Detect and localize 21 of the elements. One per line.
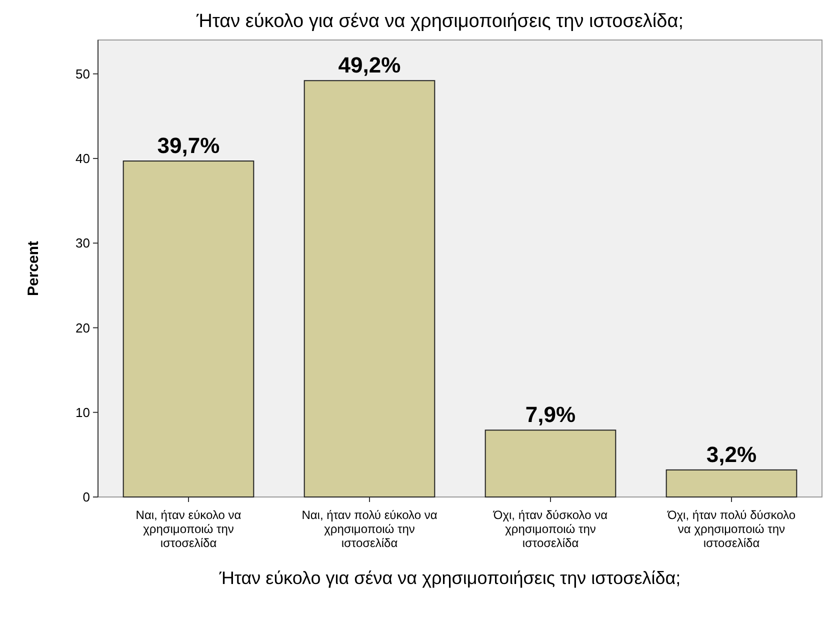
y-tick-label: 20 <box>76 320 90 336</box>
x-axis-title: Ήταν εύκολο για σένα να χρησιμοποιήσεις την ιστοσελίδα; <box>218 568 681 588</box>
data-label: 49,2% <box>338 52 401 78</box>
y-tick-label: 30 <box>76 236 90 251</box>
y-tick-label: 50 <box>76 66 90 82</box>
bar <box>484 430 616 498</box>
x-tick-label: Ναι, ήταν εύκολο να χρησιμοποιώ την ιστοσελίδα <box>136 508 242 550</box>
y-axis-title: Percent <box>25 240 42 296</box>
data-label: 3,2% <box>706 442 757 467</box>
bar <box>304 80 436 498</box>
y-tick-label: 40 <box>76 151 90 166</box>
x-tick-label: Ναι, ήταν πολύ εύκολο να χρησιμοποιώ την ιστοσελίδα <box>302 508 438 550</box>
y-tick-label: 0 <box>82 490 90 505</box>
chart-title: Ήταν εύκολο για σένα να χρησιμοποιήσεις την ιστοσελίδα; <box>196 11 684 32</box>
bar <box>122 160 254 498</box>
data-label: 7,9% <box>525 402 576 428</box>
bar <box>666 469 798 498</box>
data-label: 39,7% <box>157 133 220 158</box>
y-tick-label: 10 <box>76 404 90 420</box>
x-tick-label: Όχι, ήταν πολύ δύσκολο να χρησιμοποιώ την ιστοσελίδα <box>666 508 796 550</box>
x-tick-label: Όχι, ήταν δύσκολο να χρησιμοποιώ την ιστοσελίδα <box>492 508 608 550</box>
